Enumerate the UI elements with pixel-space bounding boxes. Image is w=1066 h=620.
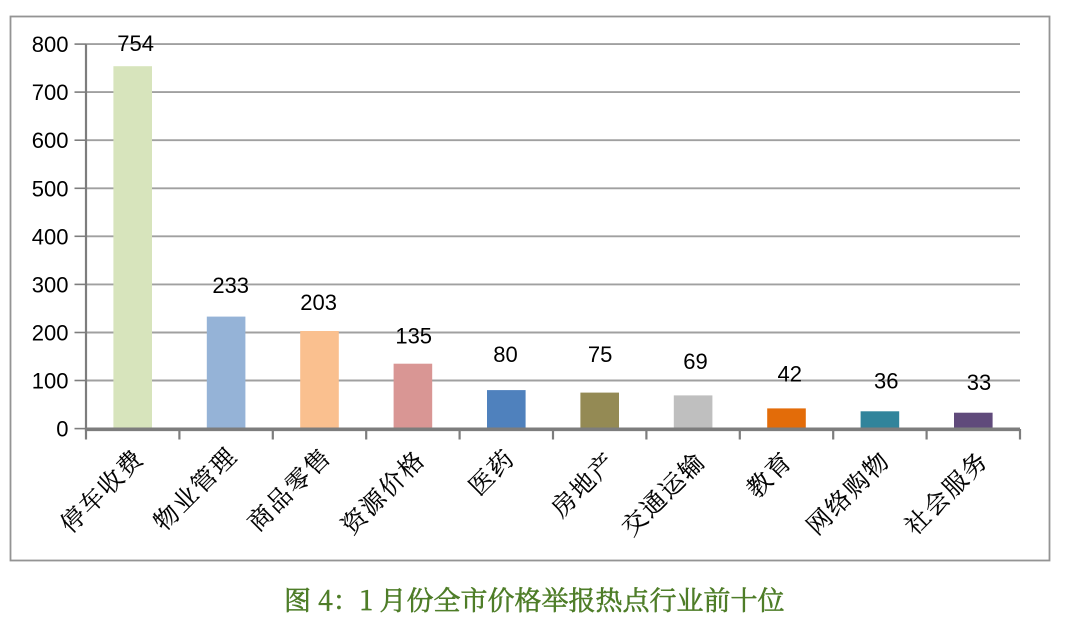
svg-text:233: 233	[212, 273, 249, 298]
svg-text:80: 80	[493, 342, 517, 367]
svg-text:0: 0	[56, 417, 68, 442]
svg-text:500: 500	[32, 176, 69, 201]
svg-text:100: 100	[32, 369, 69, 394]
svg-text:203: 203	[300, 290, 337, 315]
svg-text:400: 400	[32, 224, 69, 249]
svg-text:75: 75	[588, 342, 612, 367]
svg-text:135: 135	[395, 324, 432, 349]
svg-text:754: 754	[117, 31, 154, 56]
svg-text:36: 36	[874, 369, 898, 394]
svg-text:42: 42	[777, 362, 801, 387]
svg-text:200: 200	[32, 321, 69, 346]
svg-text:700: 700	[32, 80, 69, 105]
svg-text:600: 600	[32, 128, 69, 153]
svg-text:69: 69	[683, 349, 707, 374]
svg-text:800: 800	[32, 32, 69, 57]
svg-text:300: 300	[32, 272, 69, 297]
svg-text:33: 33	[967, 370, 991, 395]
